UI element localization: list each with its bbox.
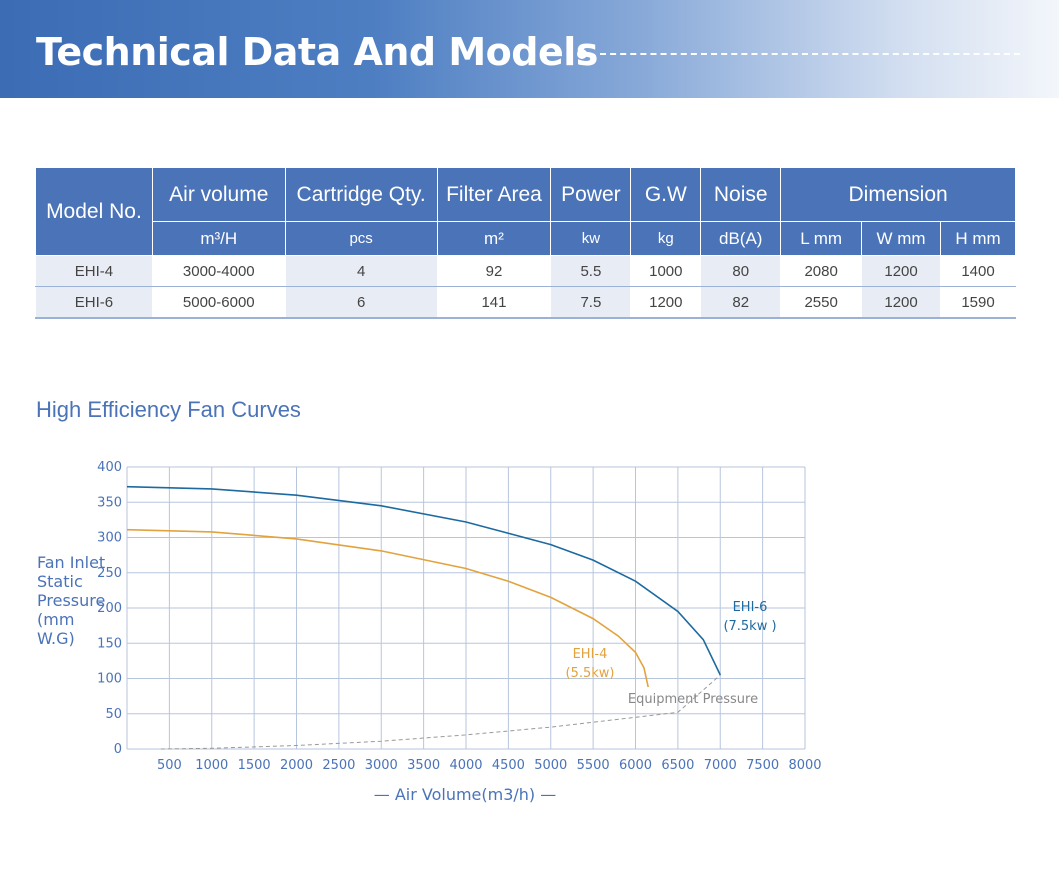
header-noise: Noise <box>700 167 782 222</box>
cell-cartridge: 4 <box>284 255 438 287</box>
y-tick-label: 0 <box>114 742 122 757</box>
header-filter-area: Filter Area <box>436 167 552 222</box>
y-axis-label: Fan Inlet Static Pressure (mm W.G) <box>37 553 106 648</box>
header-banner: Technical Data And Models <box>0 0 1059 98</box>
y-tick-label: 50 <box>105 707 122 722</box>
cell-cartridge: 6 <box>284 286 438 319</box>
x-tick-label: 4000 <box>449 758 482 773</box>
series-label: (5.5kw) <box>566 666 615 681</box>
x-tick-label: 6000 <box>619 758 652 773</box>
unit-cartridge: pcs <box>284 221 438 256</box>
unit-height: H mm <box>940 221 1016 256</box>
x-tick-label: 7500 <box>746 758 779 773</box>
x-tick-label: 3500 <box>407 758 440 773</box>
chart-title: High Efficiency Fan Curves <box>36 397 301 422</box>
header-model-no: Model No. <box>35 167 153 256</box>
series-line-ehi-6 <box>126 485 722 676</box>
cell-length: 2080 <box>780 255 863 287</box>
x-tick-label: 500 <box>157 758 182 773</box>
cell-gw: 1000 <box>630 255 702 287</box>
x-tick-label: 2000 <box>280 758 313 773</box>
series-line-equipment-pressure <box>160 674 721 750</box>
x-tick-label: 5000 <box>534 758 567 773</box>
y-tick-label: 400 <box>97 460 122 475</box>
cell-filter-area: 92 <box>436 255 552 287</box>
decorative-dot <box>577 49 587 59</box>
cell-height: 1590 <box>940 286 1016 319</box>
spec-table: Model No. Air volume Cartridge Qty. Filt… <box>35 167 1016 319</box>
cell-model: EHI-6 <box>35 286 153 319</box>
unit-length: L mm <box>780 221 863 256</box>
header-gw: G.W <box>630 167 702 222</box>
cell-gw: 1200 <box>630 286 702 319</box>
cell-height: 1400 <box>940 255 1016 287</box>
cell-filter-area: 141 <box>436 286 552 319</box>
cell-model: EHI-4 <box>35 255 153 287</box>
decorative-dashed-line <box>600 53 1020 55</box>
cell-power: 5.5 <box>550 255 632 287</box>
page-title: Technical Data And Models <box>36 30 598 74</box>
fan-curve-chart: 500 1000 1500 2000 2500 3000 3500 4000 4500 5000 5… <box>97 460 821 773</box>
cell-air-volume: 3000-4000 <box>151 255 286 287</box>
series-line-ehi-4 <box>126 528 649 688</box>
x-tick-label: 1500 <box>238 758 271 773</box>
series-label: Equipment Pressure <box>628 692 758 707</box>
series-label: (7.5kw ) <box>723 619 776 634</box>
header-cartridge-qty: Cartridge Qty. <box>284 167 438 222</box>
x-tick-label: 2500 <box>322 758 355 773</box>
y-tick-label: 250 <box>97 566 122 581</box>
x-tick-label: 6500 <box>661 758 694 773</box>
cell-power: 7.5 <box>550 286 632 319</box>
y-tick-label: 350 <box>97 495 122 510</box>
x-tick-label: 8000 <box>788 758 821 773</box>
header-dimension: Dimension <box>780 167 1016 222</box>
unit-noise: dB(A) <box>700 221 782 256</box>
table-row: EHI-6 5000-6000 6 141 7.5 1200 82 2550 1… <box>35 286 1016 319</box>
header-air-volume: Air volume <box>151 167 286 222</box>
unit-gw: kg <box>630 221 702 256</box>
y-tick-label: 300 <box>97 531 122 546</box>
x-tick-label: 3000 <box>365 758 398 773</box>
cell-width: 1200 <box>861 255 941 287</box>
unit-width: W mm <box>861 221 941 256</box>
y-tick-label: 150 <box>97 636 122 651</box>
unit-filter-area: m² <box>436 221 552 256</box>
cell-air-volume: 5000-6000 <box>151 286 286 319</box>
cell-noise: 82 <box>700 286 782 319</box>
y-tick-label: 200 <box>97 601 122 616</box>
unit-air-volume: m³/H <box>151 221 286 256</box>
cell-noise: 80 <box>700 255 782 287</box>
x-axis-label: — Air Volume(m3/h) — <box>373 785 557 804</box>
header-power: Power <box>550 167 632 222</box>
series-label: EHI-6 <box>733 600 768 615</box>
unit-power: kw <box>550 221 632 256</box>
x-tick-label: 4500 <box>492 758 525 773</box>
x-tick-label: 5500 <box>577 758 610 773</box>
y-tick-label: 100 <box>97 672 122 687</box>
x-tick-label: 7000 <box>704 758 737 773</box>
x-tick-label: 1000 <box>195 758 228 773</box>
cell-width: 1200 <box>861 286 941 319</box>
series-label: EHI-4 <box>573 647 608 662</box>
cell-length: 2550 <box>780 286 863 319</box>
table-row: EHI-4 3000-4000 4 92 5.5 1000 80 2080 12… <box>35 255 1016 287</box>
